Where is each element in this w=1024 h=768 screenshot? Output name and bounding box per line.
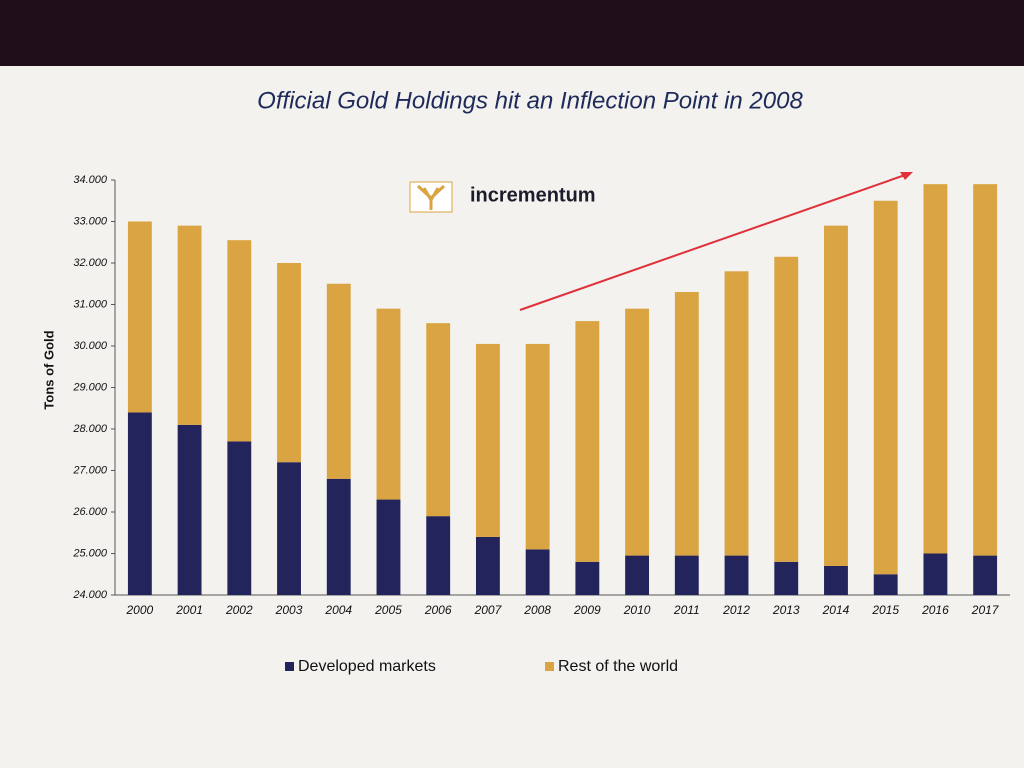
bar-segment bbox=[326, 283, 351, 479]
bar-segment bbox=[376, 499, 401, 595]
x-tick-label: 2008 bbox=[523, 603, 551, 617]
background-top bbox=[0, 0, 1024, 66]
bar-segment bbox=[475, 536, 500, 595]
bar-segment bbox=[177, 424, 202, 595]
bar-segment bbox=[277, 263, 301, 463]
legend-label: Developed markets bbox=[298, 658, 436, 675]
bar-segment bbox=[525, 549, 550, 595]
bar-segment bbox=[525, 343, 550, 550]
chart-title: Official Gold Holdings hit an Inflection… bbox=[257, 87, 803, 114]
y-tick-label: 29.000 bbox=[72, 381, 108, 393]
bar-segment bbox=[674, 292, 699, 556]
bar-segment bbox=[824, 565, 848, 595]
y-tick-label: 26.000 bbox=[72, 506, 108, 518]
x-tick-label: 2013 bbox=[772, 603, 800, 617]
bar-segment bbox=[724, 555, 749, 595]
legend-label: Rest of the world bbox=[558, 658, 678, 675]
y-tick-label: 33.000 bbox=[73, 215, 108, 227]
x-tick-label: 2005 bbox=[374, 603, 402, 617]
y-tick-label: 24.000 bbox=[72, 589, 108, 601]
y-axis-label: Tons of Gold bbox=[41, 330, 56, 409]
bar-segment bbox=[923, 553, 948, 595]
x-tick-label: 2011 bbox=[673, 603, 700, 617]
x-tick-label: 2001 bbox=[175, 603, 203, 617]
x-tick-label: 2012 bbox=[722, 603, 750, 617]
bar-segment bbox=[127, 221, 152, 413]
bar-segment bbox=[923, 184, 948, 554]
legend-swatch bbox=[285, 662, 294, 671]
bar-segment bbox=[426, 516, 451, 595]
x-tick-label: 2014 bbox=[822, 603, 850, 617]
x-tick-label: 2017 bbox=[971, 603, 1000, 617]
legend-swatch bbox=[545, 662, 554, 671]
bar-segment bbox=[873, 574, 898, 595]
bar-segment bbox=[774, 256, 799, 562]
y-tick-label: 30.000 bbox=[73, 340, 108, 352]
bar-segment bbox=[426, 323, 451, 517]
bar-segment bbox=[326, 478, 351, 595]
x-tick-label: 2002 bbox=[225, 603, 253, 617]
y-tick-label: 25.000 bbox=[72, 547, 108, 559]
x-tick-label: 2004 bbox=[324, 603, 352, 617]
x-tick-label: 2003 bbox=[275, 603, 303, 617]
bar-segment bbox=[625, 308, 650, 556]
bar-segment bbox=[127, 412, 152, 595]
x-tick-label: 2010 bbox=[623, 603, 651, 617]
y-tick-label: 31.000 bbox=[73, 298, 108, 310]
y-tick-label: 32.000 bbox=[73, 257, 108, 269]
bar-segment bbox=[873, 200, 898, 575]
bar-segment bbox=[177, 225, 202, 425]
slide bbox=[0, 66, 1024, 768]
logo-text: incrementum bbox=[470, 184, 596, 206]
bar-segment bbox=[625, 555, 650, 595]
bar-segment bbox=[774, 561, 799, 595]
bar-segment bbox=[277, 462, 301, 595]
logo-icon bbox=[409, 181, 453, 213]
y-tick-label: 28.000 bbox=[72, 423, 108, 435]
y-tick-label: 34.000 bbox=[73, 174, 108, 186]
x-tick-label: 2000 bbox=[126, 603, 154, 617]
x-tick-label: 2006 bbox=[424, 603, 452, 617]
trend-arrow bbox=[519, 174, 906, 311]
x-tick-label: 2009 bbox=[573, 603, 601, 617]
bar-segment bbox=[227, 240, 252, 442]
x-tick-label: 2015 bbox=[871, 603, 899, 617]
bar-segment bbox=[973, 184, 998, 556]
bar-segment bbox=[724, 271, 749, 556]
bar-segment bbox=[376, 308, 401, 500]
x-tick-label: 2016 bbox=[921, 603, 949, 617]
bar-segment bbox=[575, 561, 600, 595]
bar-segment bbox=[575, 321, 600, 562]
trend-arrow-head bbox=[900, 172, 913, 180]
bar-segment bbox=[973, 555, 998, 595]
bar-segment bbox=[475, 343, 500, 537]
bar-segment bbox=[824, 225, 848, 566]
bar-segment bbox=[227, 441, 252, 595]
bar-segment bbox=[674, 555, 699, 595]
y-tick-label: 27.000 bbox=[72, 464, 108, 476]
x-tick-label: 2007 bbox=[474, 603, 503, 617]
